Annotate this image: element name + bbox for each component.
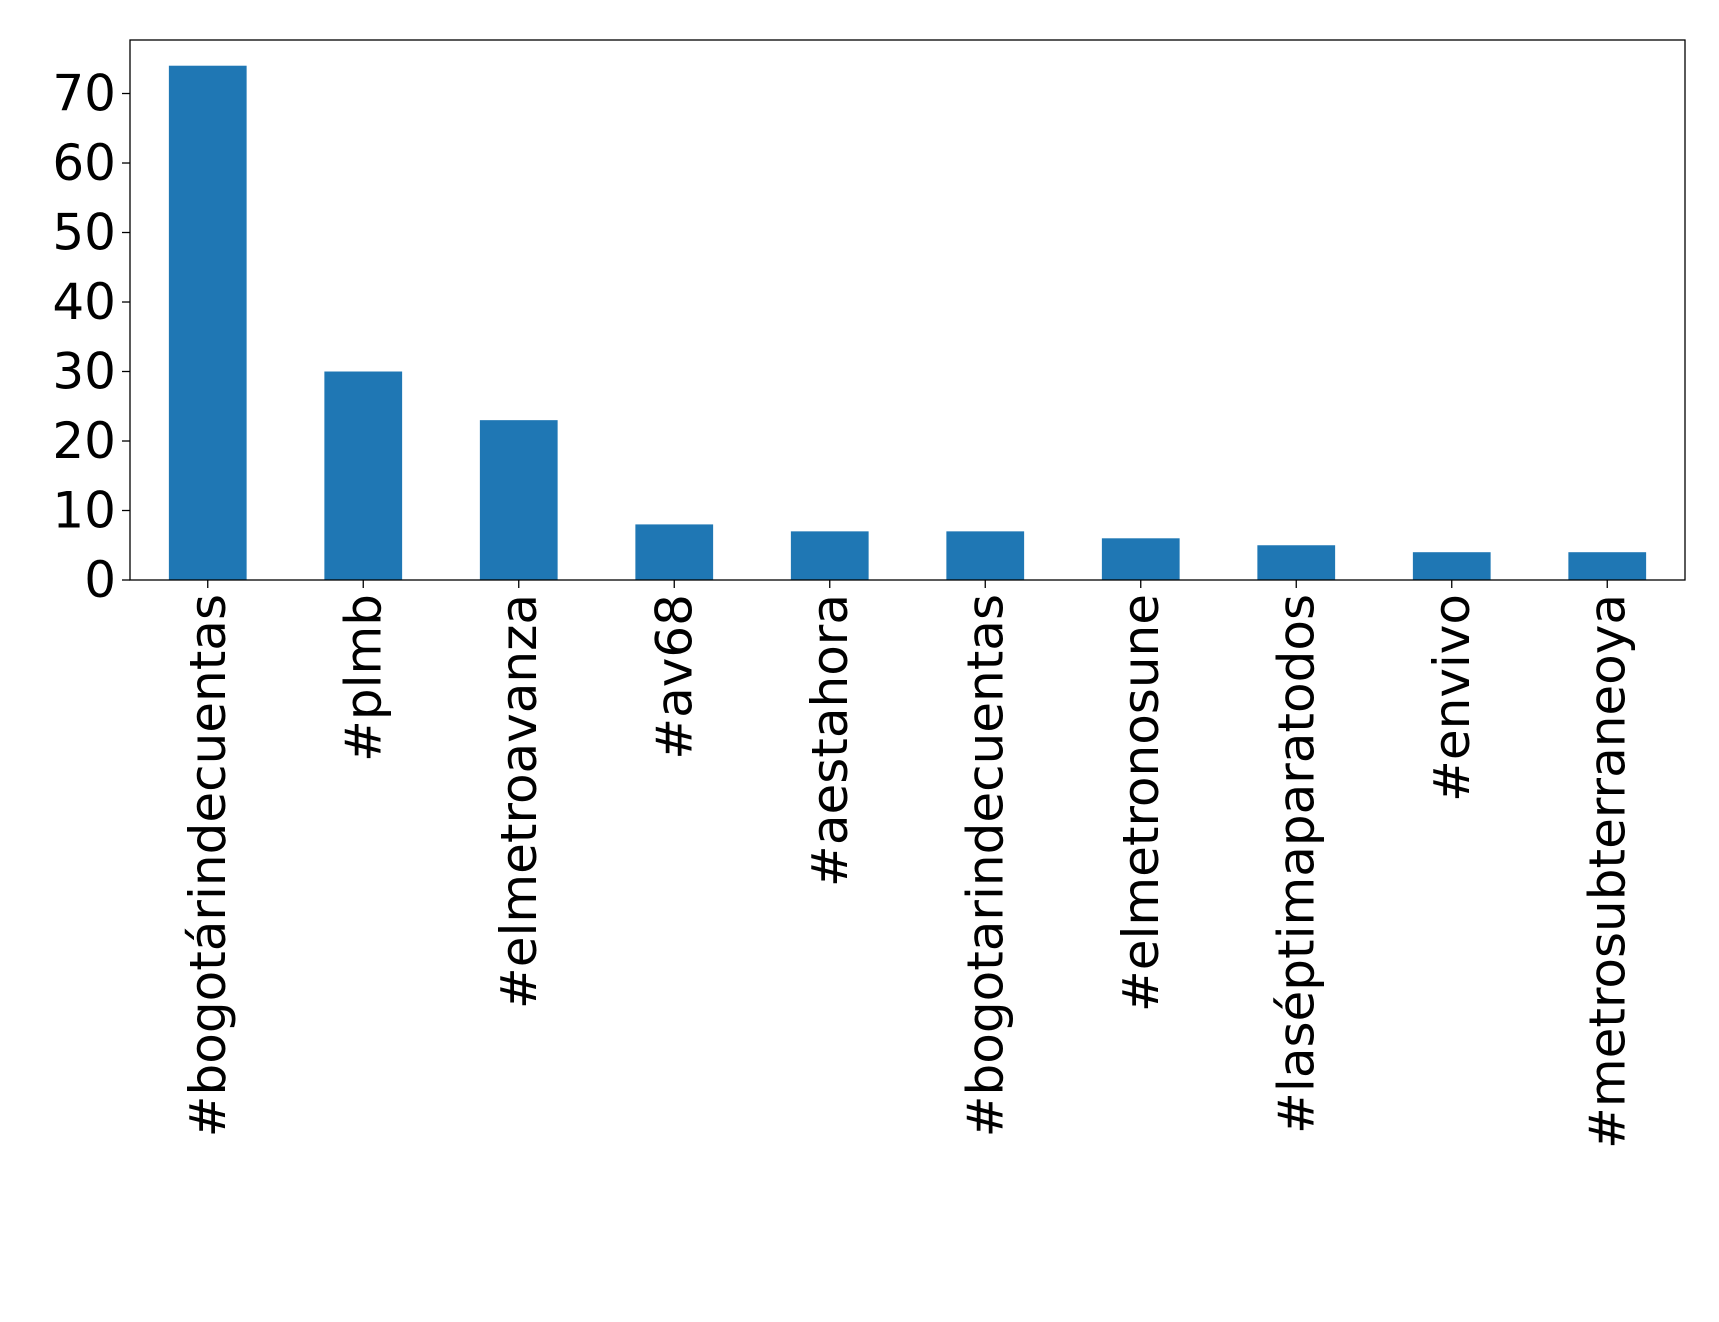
- x-tick-label: #bogotárindecuentas: [179, 594, 237, 1137]
- x-tick-label: #elmetronosune: [1112, 594, 1170, 1012]
- y-tick-label: 20: [52, 412, 116, 470]
- y-axis: 0 10 20 30 40 50 60 70: [52, 65, 130, 609]
- y-tick-label: 10: [52, 482, 116, 540]
- y-tick-label: 30: [52, 343, 116, 401]
- bar-2: [479, 420, 558, 580]
- y-tick-label: 60: [52, 134, 116, 192]
- bar-9: [1568, 552, 1647, 580]
- x-tick-label: #metrosubterraneoya: [1578, 594, 1636, 1149]
- x-tick-label: #bogotarindecuentas: [956, 594, 1014, 1137]
- y-tick-label: 0: [84, 551, 116, 609]
- bar-6: [1101, 538, 1180, 580]
- bar-5: [946, 531, 1025, 580]
- bar-4: [790, 531, 869, 580]
- x-tick-label: #laséptimaparatodos: [1267, 594, 1325, 1134]
- x-tick-label: #av68: [645, 594, 703, 760]
- bar-1: [324, 371, 403, 580]
- bar-3: [635, 524, 714, 580]
- y-tick-label: 50: [52, 204, 116, 262]
- bar-7: [1257, 545, 1336, 580]
- bars-group: [168, 65, 1647, 580]
- x-tick-label: #aestahora: [801, 594, 859, 887]
- x-tick-label: #envivo: [1423, 594, 1481, 802]
- bar-8: [1412, 552, 1491, 580]
- x-tick-label: #elmetroavanza: [490, 594, 548, 1009]
- y-tick-label: 40: [52, 273, 116, 331]
- plot-frame: [129, 39, 1686, 581]
- y-tick-label: 70: [52, 65, 116, 123]
- x-tick-label: #plmb: [334, 594, 392, 762]
- x-axis: #bogotárindecuentas #plmb #elmetroavanza #a…: [179, 580, 1636, 1149]
- bar-0: [168, 65, 247, 580]
